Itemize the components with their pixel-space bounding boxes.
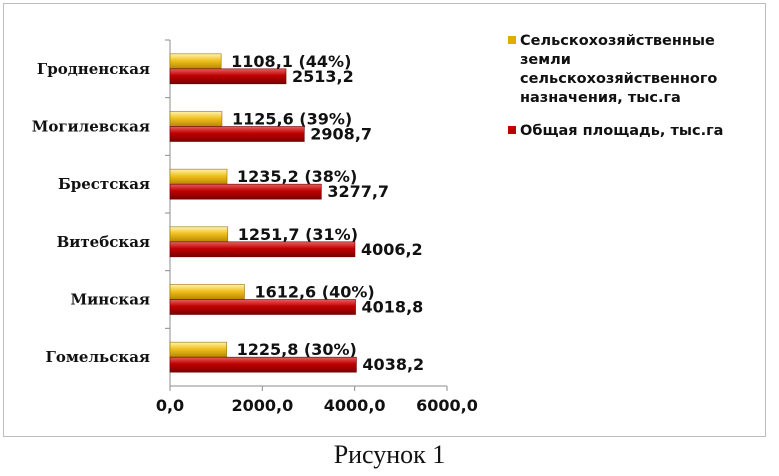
x-tick-label: 2000,0 xyxy=(231,396,293,415)
data-label: 4038,2 xyxy=(362,355,424,374)
data-label: 3277,7 xyxy=(327,182,389,201)
figure-caption: Рисунок 1 xyxy=(333,440,446,469)
bar xyxy=(169,53,222,70)
legend-label: земли xyxy=(520,52,571,68)
category-label: Могилевская xyxy=(32,118,150,136)
x-tick-label: 0,0 xyxy=(156,396,184,415)
category-label: Гродненская xyxy=(37,60,150,78)
x-tick-label: 4000,0 xyxy=(324,396,386,415)
data-label: 2513,2 xyxy=(292,67,354,86)
data-label: 4018,8 xyxy=(362,298,424,317)
legend-swatch xyxy=(508,126,516,134)
bar xyxy=(169,284,245,300)
data-label: 1125,6 (39%) xyxy=(232,110,352,129)
category-label: Гомельская xyxy=(46,348,150,366)
bar xyxy=(169,341,227,358)
bar xyxy=(169,241,356,258)
legend-swatch xyxy=(508,36,516,44)
bar xyxy=(169,168,228,185)
bar xyxy=(169,126,305,142)
bar xyxy=(169,356,357,373)
category-label: Минская xyxy=(71,291,150,309)
legend-label: Общая площадь, тыс.га xyxy=(520,123,723,139)
data-label: 4006,2 xyxy=(361,240,423,259)
data-label: 1235,2 (38%) xyxy=(237,167,357,186)
data-label: 1225,8 (30%) xyxy=(237,340,357,359)
legend-label: Сельскохозяйственные xyxy=(520,33,715,49)
bar xyxy=(169,111,223,127)
legend-label: сельскохозяйственного xyxy=(520,71,717,87)
bar xyxy=(169,183,322,200)
bar xyxy=(169,299,356,315)
data-label: 1612,6 (40%) xyxy=(254,283,374,302)
x-tick-label: 6000,0 xyxy=(416,396,478,415)
chart-frame xyxy=(3,3,766,437)
bar xyxy=(169,226,229,243)
bar-chart: 0,0 2000,0 4000,0 6000,0 Гродненская 1108,1 (… xyxy=(32,33,724,415)
data-label: 1108,1 (44%) xyxy=(231,52,351,71)
legend-label: назначения, тыс.га xyxy=(520,90,681,106)
category-label: Брестская xyxy=(58,175,150,193)
bar xyxy=(169,68,287,85)
data-label: 2908,7 xyxy=(310,125,372,144)
category-label: Витебская xyxy=(57,233,150,251)
data-label: 1251,7 (31%) xyxy=(238,225,358,244)
